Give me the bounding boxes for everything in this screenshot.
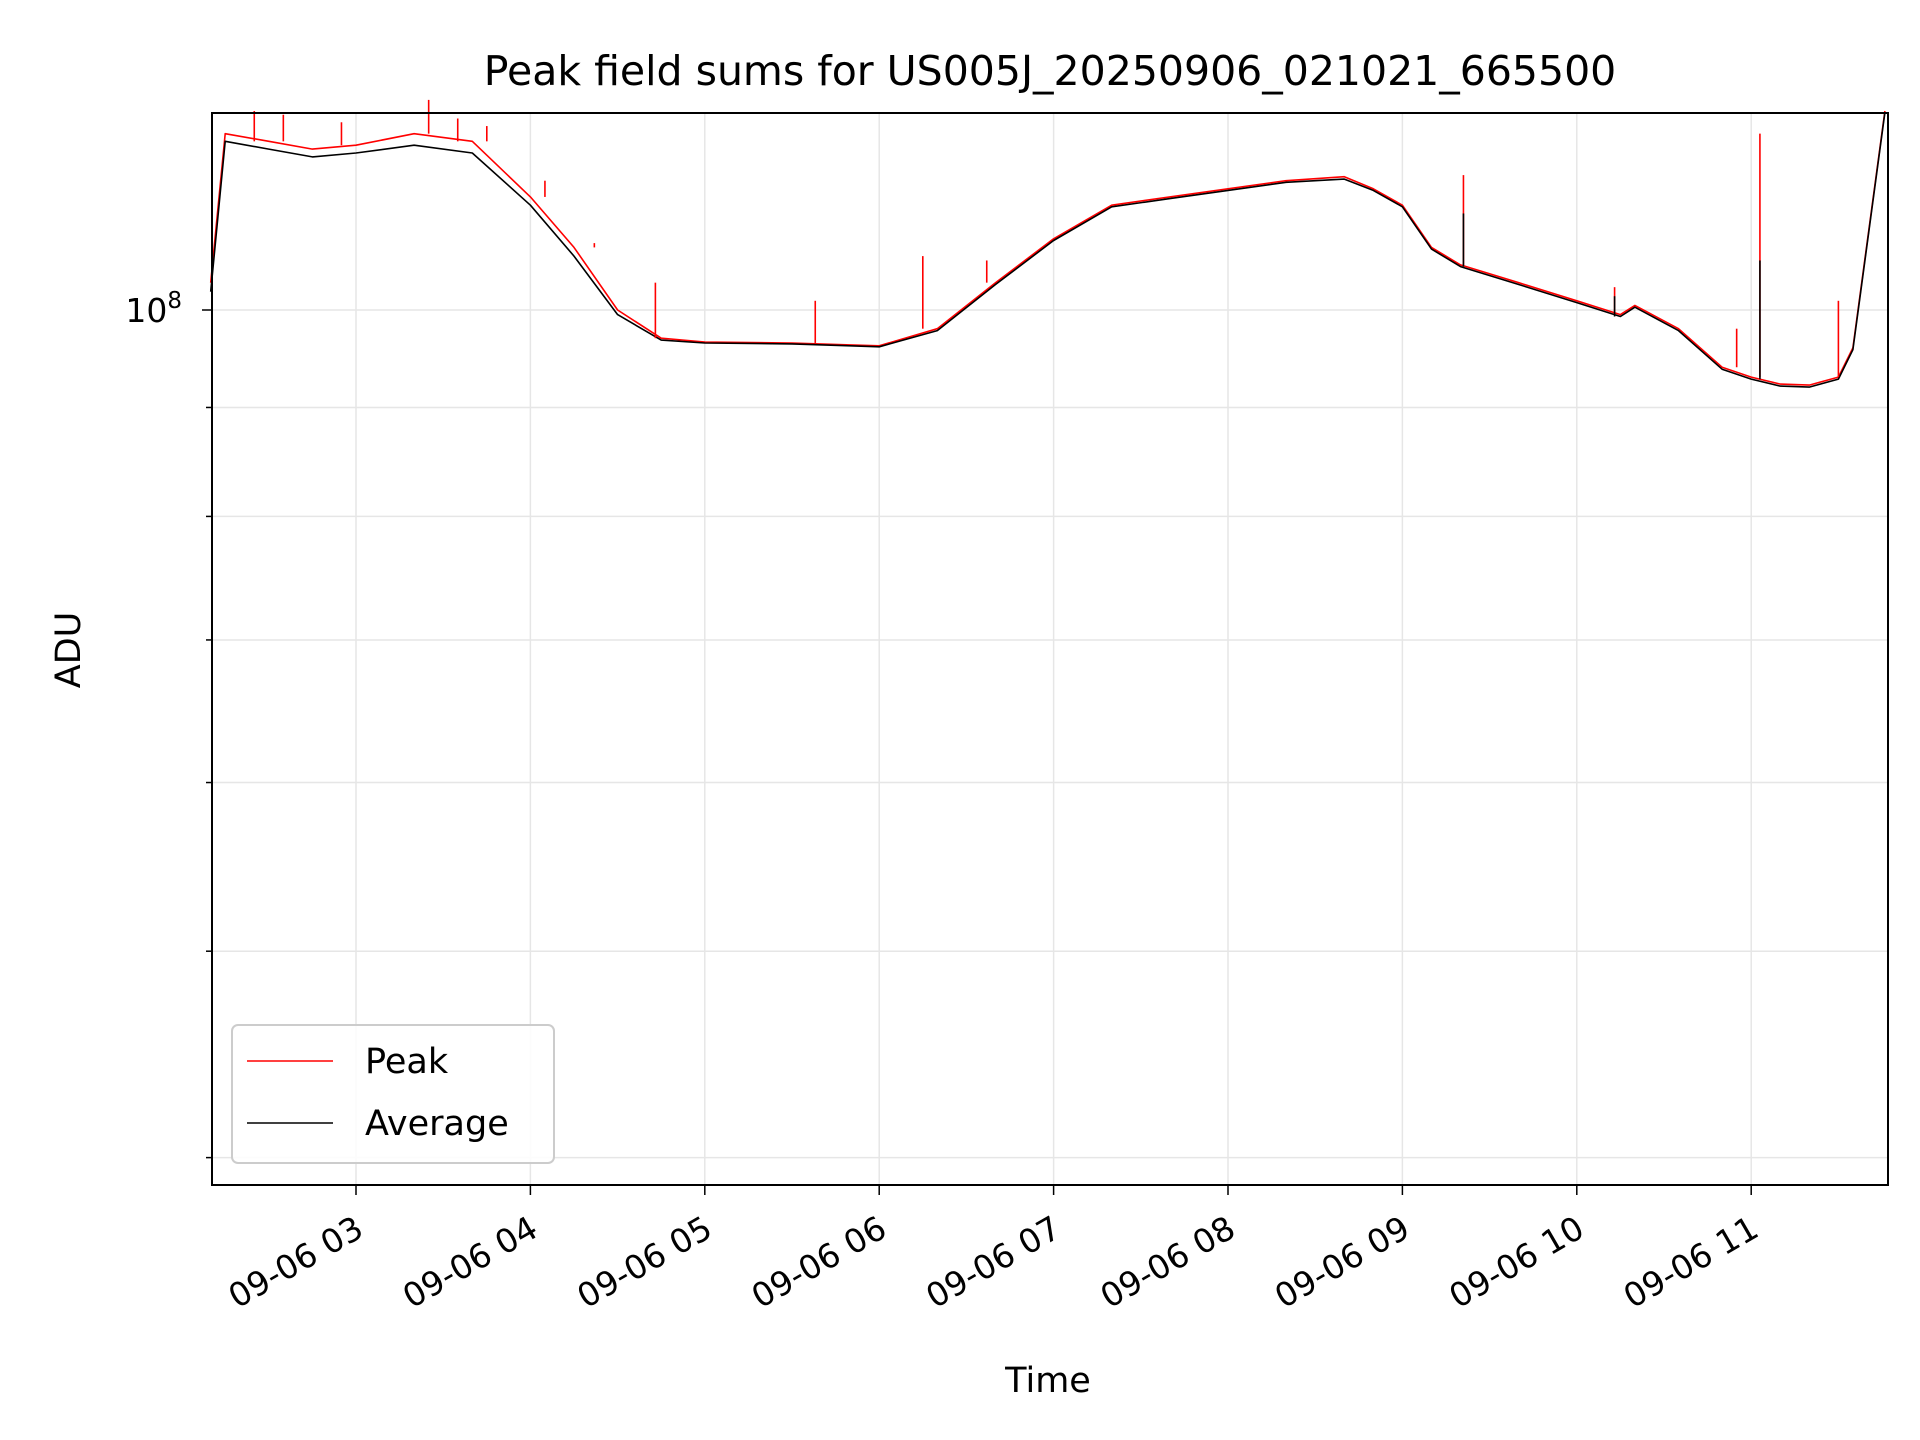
y-axis-ticks: 108 [125, 288, 212, 1159]
legend-label-peak: Peak [365, 1042, 449, 1082]
legend-label-average: Average [365, 1104, 509, 1144]
y-axis-label: ADU [49, 612, 89, 689]
plot-area-frame [211, 112, 1889, 1186]
chart-title: Peak field sums for US005J_20250906_0210… [484, 47, 1617, 95]
x-axis-label: Time [1004, 1361, 1091, 1401]
series-line-peak [209, 110, 1886, 386]
legend-box [231, 1024, 555, 1164]
series-lines [209, 99, 1886, 388]
y-tick-label: 108 [125, 288, 182, 330]
legend: Peak Average [231, 1024, 555, 1164]
series-line-average [209, 112, 1886, 388]
